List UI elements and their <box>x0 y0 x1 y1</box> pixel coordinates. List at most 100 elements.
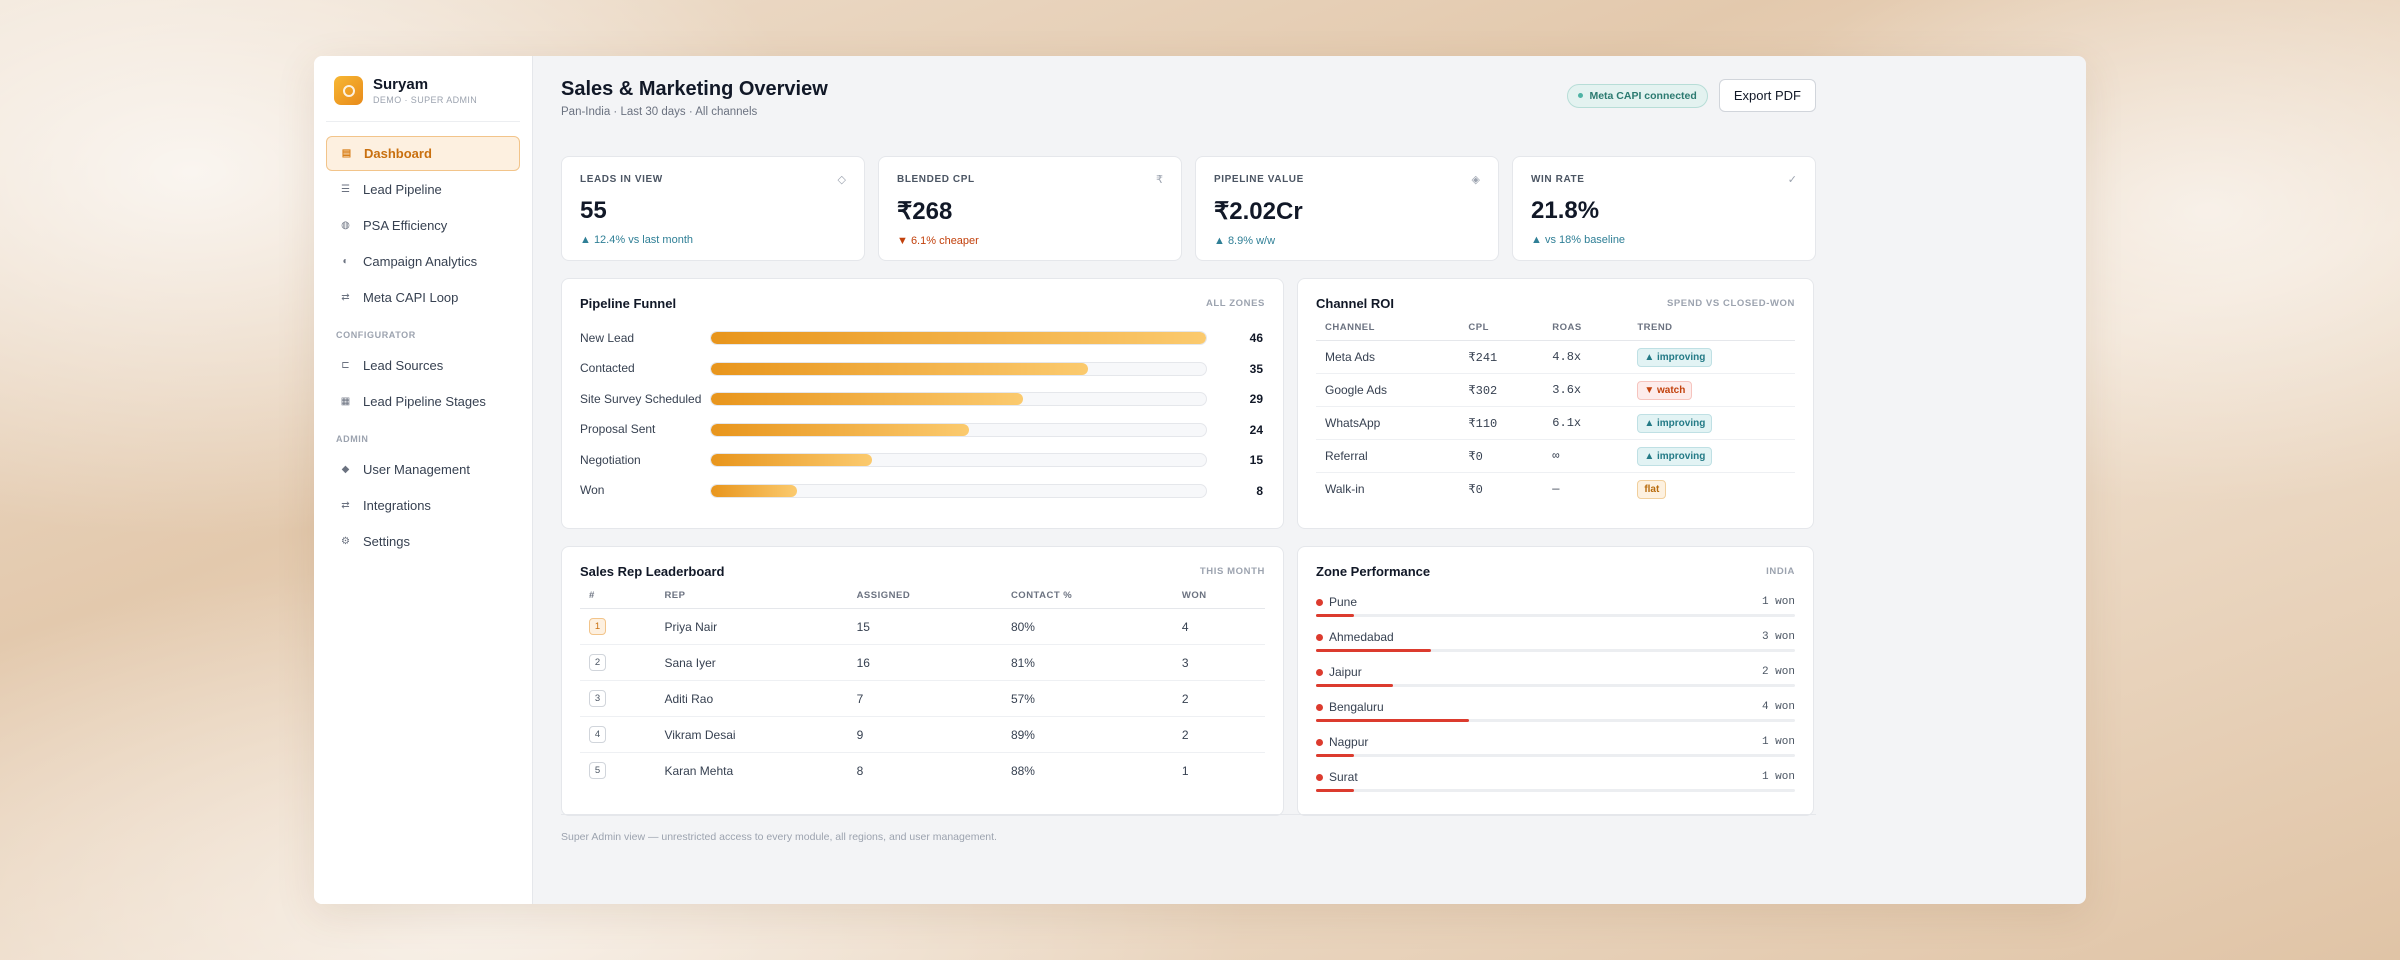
zone-label: Pune <box>1329 595 1358 609</box>
zone-name: Nagpur <box>1316 735 1368 749</box>
funnel-bar <box>711 332 1206 345</box>
zone-label: Surat <box>1329 770 1358 784</box>
channel-roas: ∞ <box>1543 439 1629 473</box>
zone-bar-track <box>1316 684 1795 687</box>
rep-won: 1 <box>1181 763 1189 778</box>
funnel-title: Pipeline Funnel <box>580 296 677 311</box>
zone-bar-track <box>1316 789 1795 792</box>
rep-contact: 81% <box>1001 644 1173 681</box>
rep-assigned: 8 <box>856 763 864 778</box>
rep-rep: Vikram Desai <box>655 716 848 753</box>
status-dot-icon <box>1578 93 1584 98</box>
stages-icon: ▦ <box>340 396 351 407</box>
kpi-value: 21.8% <box>1531 197 1600 224</box>
funnel-bar <box>711 484 798 497</box>
zone-dot-icon <box>1316 668 1323 676</box>
sidebar-item-label: Lead Pipeline <box>363 182 442 197</box>
channel-cpl: ₹0 <box>1468 482 1483 497</box>
kpi-card: WIN RATE ✓ 21.8% ▲ vs 18% baseline <box>1512 156 1816 261</box>
users-icon: ◆ <box>341 464 350 475</box>
kpi-label: PIPELINE VALUE <box>1214 174 1304 185</box>
brand-name: Suryam <box>373 76 429 93</box>
table-row: Walk-in ₹0 — flat <box>1316 473 1795 506</box>
zone-bar <box>1316 684 1393 687</box>
zone-rows: Pune 1 won Ahmedabad 3 won Jaipur 2 won Bengal… <box>1316 587 1795 797</box>
roi-title: Channel ROI <box>1316 296 1395 311</box>
funnel-bar-track <box>710 483 1207 498</box>
sidebar-item-settings[interactable]: ⚙ Settings <box>326 524 520 559</box>
zone-won: 3 won <box>1761 631 1795 643</box>
zone-won: 2 won <box>1761 666 1795 678</box>
roi-scope: SPEND VS CLOSED-WON <box>1666 298 1795 309</box>
nav-main: ▤ Dashboard ☰ Lead Pipeline ◍ PSA Efficiency ◐… <box>326 136 520 315</box>
kpi-label: WIN RATE <box>1531 174 1585 185</box>
zone-performance-panel: Zone Performance INDIA Pune 1 won Ahmedaba… <box>1297 546 1814 816</box>
column-header: TREND <box>1628 322 1795 341</box>
gear-icon: ⚙ <box>341 536 350 547</box>
trend-badge: ▼ watch <box>1637 380 1693 400</box>
zone-dot-icon <box>1316 703 1323 711</box>
leaderboard-title: Sales Rep Leaderboard <box>580 564 725 579</box>
funnel-bar <box>711 423 970 436</box>
funnel-stage-label: New Lead <box>580 330 635 345</box>
zone-label: Ahmedabad <box>1329 630 1394 644</box>
sidebar-item-integrations[interactable]: ⇄ Integrations <box>326 488 520 523</box>
sidebar-item-label: Campaign Analytics <box>363 254 478 269</box>
channel-roas: 4.8x <box>1543 340 1629 374</box>
funnel-stage-value: 15 <box>1249 453 1263 468</box>
kpi-label: LEADS IN VIEW <box>580 174 663 185</box>
sidebar-item-meta-capi-loop[interactable]: ⇄ Meta CAPI Loop <box>326 280 520 315</box>
zone-name: Surat <box>1316 770 1358 784</box>
sidebar-item-psa-efficiency[interactable]: ◍ PSA Efficiency <box>326 208 520 243</box>
zone-scope: INDIA <box>1766 566 1795 577</box>
rep-contact: 89% <box>1001 716 1173 753</box>
column-header: # <box>580 590 656 609</box>
rank-cell: 1 <box>580 608 656 645</box>
sidebar-item-user-management[interactable]: ◆ User Management <box>326 452 520 487</box>
sidebar-item-lead-pipeline-stages[interactable]: ▦ Lead Pipeline Stages <box>326 384 520 419</box>
zone-dot-icon <box>1316 738 1323 746</box>
funnel-stage: Negotiation 15 <box>580 445 1265 476</box>
rep-contact: 88% <box>1010 763 1035 778</box>
main-content: Sales & Marketing Overview Pan-India · L… <box>533 56 2086 904</box>
sidebar-item-lead-pipeline[interactable]: ☰ Lead Pipeline <box>326 172 520 207</box>
rank-badge: 1 <box>589 618 606 635</box>
zone-bar-track <box>1316 614 1795 617</box>
leaderboard-period: THIS MONTH <box>1199 566 1265 577</box>
channel-name: Meta Ads <box>1316 340 1460 374</box>
kpi-cards: LEADS IN VIEW ◇ 55 ▲ 12.4% vs last month BLE… <box>561 156 1816 261</box>
kpi-icon: ◇ <box>837 174 846 186</box>
rep-assigned: 7 <box>847 680 1002 717</box>
zone-name: Ahmedabad <box>1316 630 1394 644</box>
channel-name: Google Ads <box>1316 373 1460 407</box>
table-row: WhatsApp ₹110 6.1x ▲ improving <box>1316 406 1795 440</box>
zone-bar <box>1316 754 1355 757</box>
funnel-bar <box>711 454 873 467</box>
channel-roas: — <box>1552 482 1560 497</box>
kpi-icon: ✓ <box>1787 174 1797 186</box>
export-pdf-button[interactable]: Export PDF <box>1718 79 1816 112</box>
sidebar-item-campaign-analytics[interactable]: ◐ Campaign Analytics <box>326 244 520 279</box>
column-header: WON <box>1172 590 1265 609</box>
funnel-bar-track <box>710 361 1207 376</box>
sidebar-item-dashboard[interactable]: ▤ Dashboard <box>326 136 520 171</box>
brand: Suryam DEMO · SUPER ADMIN <box>326 76 520 122</box>
sidebar-item-lead-sources[interactable]: ⊏ Lead Sources <box>326 348 520 383</box>
integrations-icon: ⇄ <box>341 500 350 511</box>
column-header: CHANNEL <box>1316 322 1460 341</box>
sidebar-item-label: PSA Efficiency <box>363 218 448 233</box>
funnel-bar <box>711 362 1088 375</box>
footer-note: Super Admin view — unrestricted access t… <box>561 814 1816 843</box>
kpi-value: 55 <box>580 197 607 224</box>
table-row: 1 Priya Nair 15 80% 4 <box>580 608 1265 645</box>
zone-won: 1 won <box>1761 736 1795 748</box>
rep-rep: Karan Mehta <box>664 763 734 778</box>
funnel-stage: Won 8 <box>580 476 1265 507</box>
channel-trend-cell: ▲ improving <box>1628 439 1795 473</box>
kpi-delta: ▲ 8.9% w/w <box>1214 235 1276 247</box>
zone-name: Jaipur <box>1316 665 1362 679</box>
funnel-rows: New Lead 46 Contacted 35 Site Survey Schedul… <box>580 323 1265 506</box>
rep-won: 3 <box>1172 644 1265 681</box>
funnel-stage-label: Won <box>580 483 605 498</box>
leaderboard-panel: Sales Rep Leaderboard THIS MONTH # REP ASS… <box>561 546 1284 816</box>
